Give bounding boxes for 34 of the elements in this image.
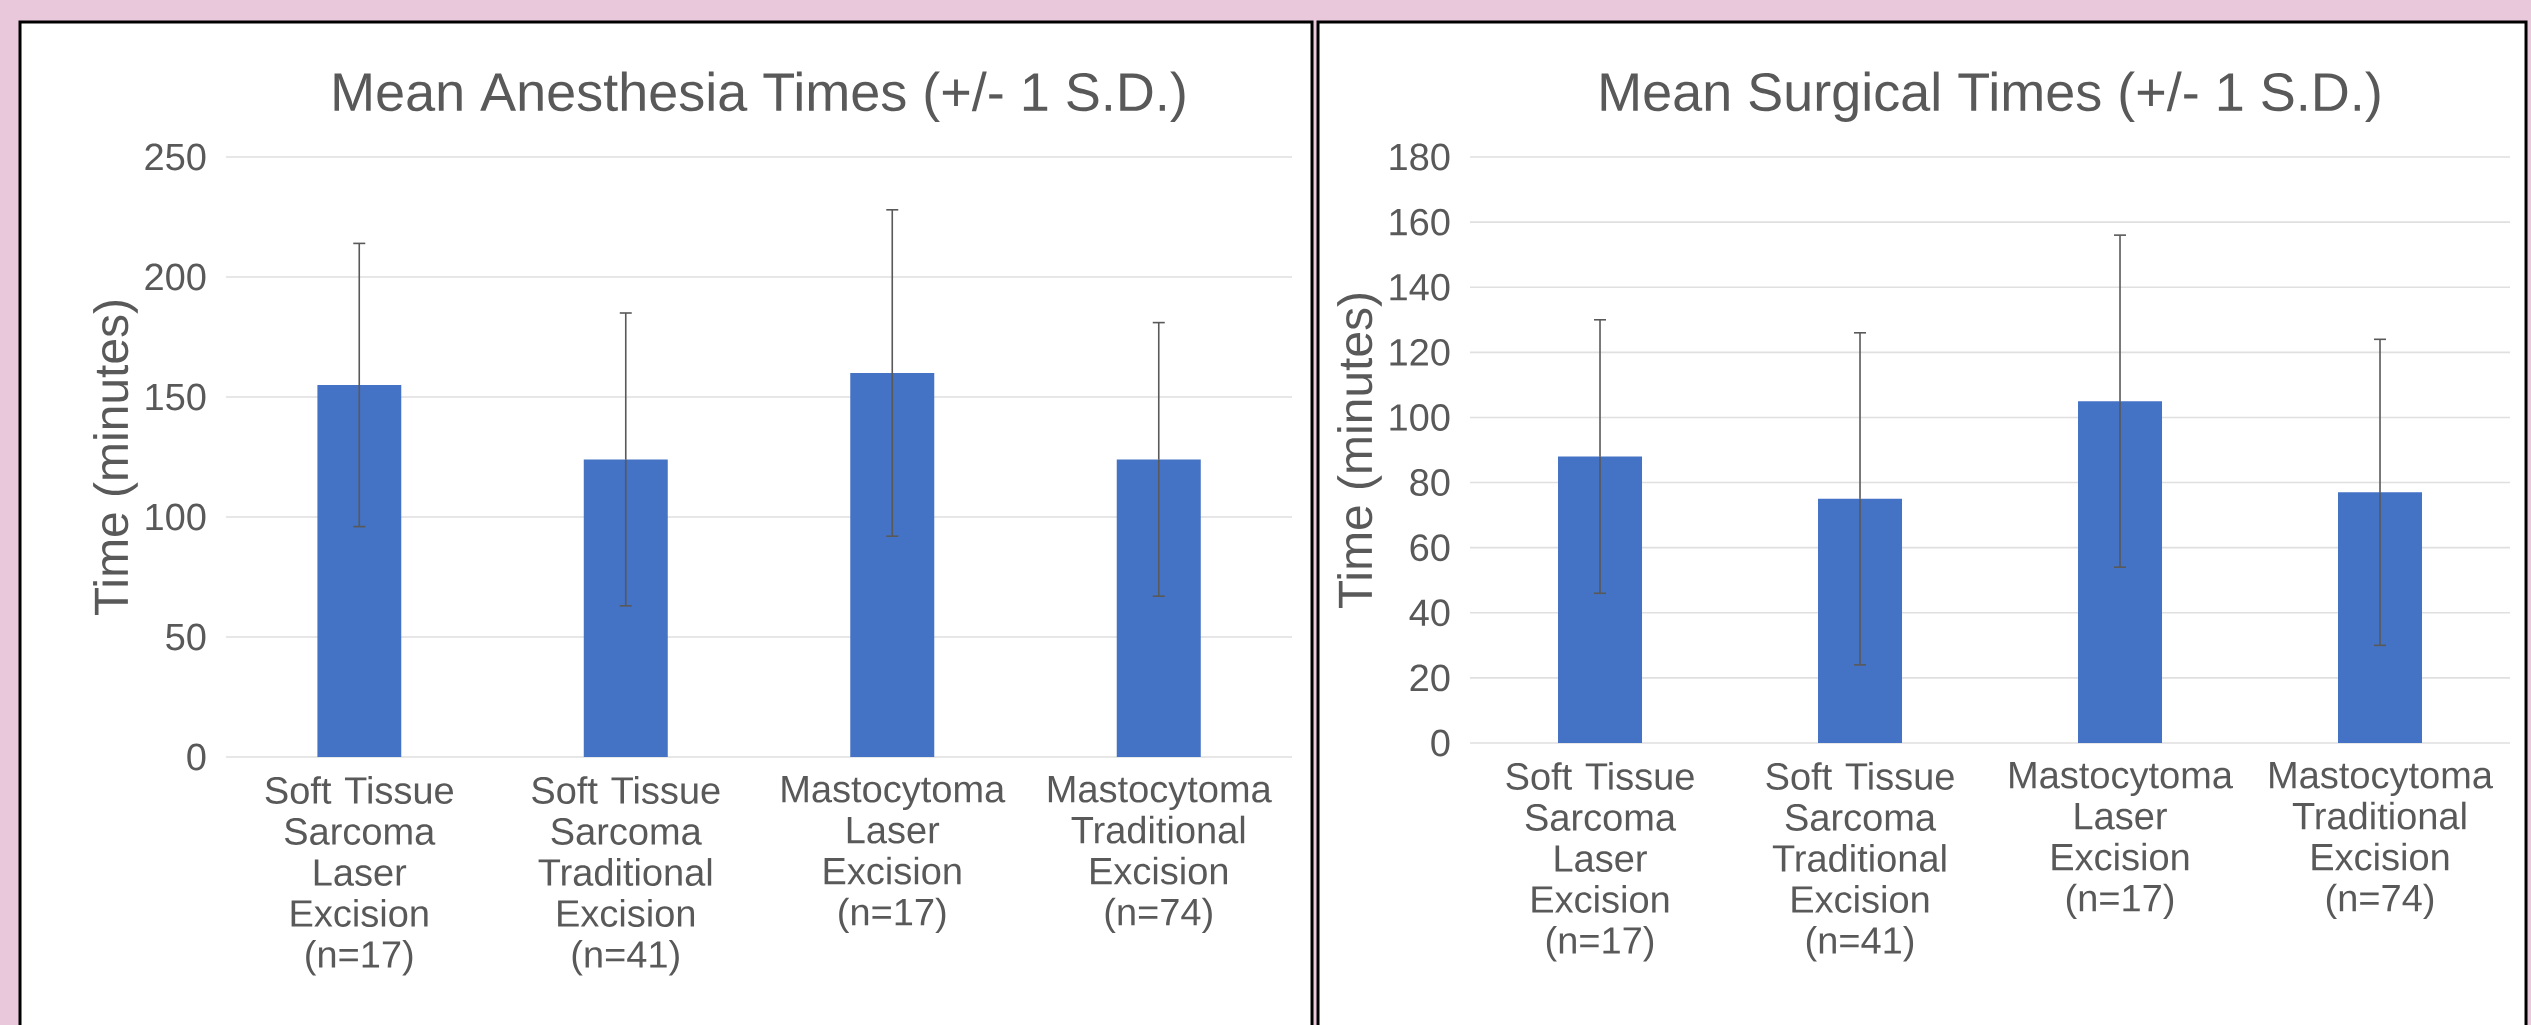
- y-tick-label: 20: [1410, 664, 1450, 692]
- x-tick-label: Mastocytoma Traditional Excision (n=74): [1048, 776, 1272, 934]
- bar: [1116, 459, 1201, 757]
- x-tick-label: Mastocytoma Traditional Excision (n=74): [2270, 762, 2493, 920]
- y-tick-label: 40: [1409, 599, 1450, 627]
- chart-title: Mean Anesthesia Times (+/- 1 S.D.): [334, 71, 1185, 122]
- bar: [850, 373, 935, 757]
- y-tick-label: 0: [187, 743, 206, 771]
- x-tick-label: Soft Tissue Sarcoma Laser Excision (n=17): [1506, 762, 1694, 962]
- x-tick-label: Soft Tissue Sarcoma Traditional Excision (n=41): [1766, 762, 1954, 962]
- y-tick-label: 250: [145, 143, 206, 171]
- bar: [317, 385, 402, 757]
- bar: [583, 459, 668, 757]
- y-tick-label: 80: [1410, 469, 1450, 497]
- chart-title: Mean Surgical Times (+/- 1 S.D.): [1601, 71, 2380, 122]
- y-tick-label: 50: [166, 623, 206, 651]
- x-tick-label: Soft Tissue Sarcoma Laser Excision (n=17): [265, 776, 453, 976]
- y-axis-title: Time (minutes): [1337, 293, 1382, 609]
- y-tick-label: 180: [1390, 143, 1450, 171]
- x-tick-label: Soft Tissue Sarcoma Traditional Excision (n=41): [532, 776, 720, 976]
- y-tick-label: 100: [1390, 403, 1450, 431]
- bar: [1558, 456, 1643, 743]
- y-tick-label: 200: [145, 263, 206, 291]
- y-tick-label: 100: [146, 503, 206, 531]
- x-tick-label: Mastocytoma Laser Excision (n=17): [782, 776, 1006, 934]
- y-tick-label: 0: [1431, 729, 1450, 757]
- y-tick-label: 120: [1390, 338, 1450, 366]
- y-tick-label: 140: [1390, 273, 1450, 301]
- y-axis-title: Time (minutes): [93, 300, 138, 616]
- y-tick-label: 60: [1410, 534, 1450, 562]
- bar: [2078, 401, 2163, 743]
- y-tick-label: 150: [146, 383, 206, 411]
- x-tick-label: Mastocytoma Laser Excision (n=17): [2010, 762, 2233, 920]
- y-tick-label: 160: [1390, 208, 1450, 236]
